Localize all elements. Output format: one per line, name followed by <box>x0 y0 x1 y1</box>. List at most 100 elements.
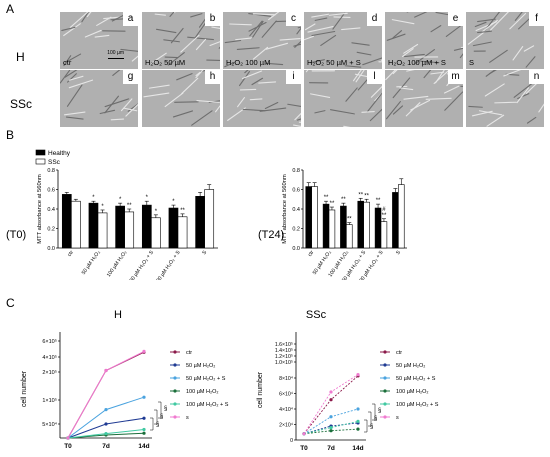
sig-annotation: § <box>378 408 381 414</box>
scale-bar-label: 100 µm <box>107 50 124 56</box>
micrograph-caption: S <box>469 58 475 67</box>
sig-annotation: § <box>156 422 159 428</box>
series-point <box>329 398 333 402</box>
sig-mark-ssc: * <box>155 209 158 215</box>
micrograph-label: b <box>205 12 220 26</box>
series-point <box>142 416 146 420</box>
bar-ssc <box>124 211 135 249</box>
y-tick-label: 0.2 <box>292 227 300 233</box>
series-point <box>104 408 108 412</box>
y-tick-label: 4×10⁴ <box>279 407 293 413</box>
micrograph-label: l <box>367 70 382 84</box>
bar-ssc <box>380 221 388 249</box>
series-point <box>104 368 108 373</box>
sig-mark-healthy: ** <box>341 197 346 203</box>
micrograph-l: l <box>304 70 382 127</box>
legend-label: 100 µM H₂O₂ <box>396 389 429 395</box>
legend-swatch-healthy <box>35 149 46 156</box>
bar-chart-t0: 0.0 0.2 0.4 0.6 0.8 MTT absorbance at 560nm (T… <box>6 168 218 280</box>
micrograph-caption: H₂O₂ 50 µM <box>145 58 186 67</box>
legend-marker <box>173 363 177 367</box>
micrograph-d: d H₂O₂ 50 µM + S <box>304 12 382 69</box>
category-label: ctr <box>67 249 75 257</box>
bar-healthy <box>88 202 99 249</box>
micrograph-caption: H₂O₂ 50 µM + S <box>307 58 361 67</box>
bar-ssc <box>346 224 353 249</box>
bar-ssc <box>363 201 370 249</box>
y-tick-label: 4×10⁵ <box>42 354 57 361</box>
row-label-healthy: H <box>16 50 25 64</box>
y-tick-label: 1×10⁵ <box>42 397 57 404</box>
y-tick-label: 1.2×10⁵ <box>275 354 293 360</box>
series-point <box>356 407 360 411</box>
sig-bracket <box>368 411 372 427</box>
micrograph-label: m <box>448 70 463 84</box>
y-tick-label: 0.4 <box>47 207 55 213</box>
y-tick-label: 0.4 <box>292 207 300 213</box>
series-point <box>356 427 360 431</box>
y-tick-label: 6×10⁵ <box>42 338 57 345</box>
legend-label: 50 µM H₂O₂ + S <box>186 376 226 382</box>
sig-mark-ssc: ** <box>330 201 335 207</box>
sig-mark-ssc: # <box>382 207 386 213</box>
y-tick-label: 1.0×10⁵ <box>275 360 293 366</box>
micrograph-label: f <box>529 12 544 26</box>
sig-annotation: § <box>374 416 377 422</box>
category-label: 50 µM H₂O₂ <box>81 250 102 276</box>
micrograph-c: c H₂O₂ 100 µM <box>223 12 301 69</box>
series-point <box>329 415 333 419</box>
bar-ssc <box>177 216 188 249</box>
y-tick-label: 5×10⁴ <box>42 421 57 428</box>
sig-bracket <box>372 403 376 421</box>
chart-title: H <box>114 309 122 321</box>
bar-healthy <box>357 200 364 249</box>
x-tick-label: 7d <box>327 445 335 452</box>
bar-ssc <box>328 209 336 249</box>
sig-annotation: § <box>164 406 167 412</box>
legend-label: ctr <box>186 350 192 356</box>
sig-bracket <box>364 419 368 433</box>
y-tick-label: 8×10⁴ <box>279 376 293 382</box>
series-point <box>142 427 146 432</box>
bar-ssc <box>151 217 161 249</box>
micrograph-label: a <box>123 12 138 26</box>
sig-mark-ssc: ** <box>382 213 387 219</box>
mtt-bar-charts: Healthy SSc 0.0 0.2 0.4 0.6 0.8 MTT absorbance … <box>6 149 407 280</box>
micrograph-a: a ctr 100 µm <box>60 12 138 69</box>
sig-mark-ssc: ** <box>364 193 369 199</box>
y-axis-label: cell number <box>257 371 264 408</box>
bar-ssc <box>311 186 318 249</box>
micrograph-e: e H₂O₂ 100 µM + S <box>385 12 463 69</box>
x-tick-label: T0 <box>64 443 72 450</box>
legend-label: 50 µM H₂O₂ <box>396 363 425 369</box>
sig-mark-healthy: ** <box>376 198 381 204</box>
legend-marker <box>173 415 177 419</box>
y-tick-label: 0.6 <box>292 188 300 194</box>
sig-bracket <box>158 401 162 419</box>
legend-label-ssc: SSc <box>48 159 61 166</box>
legend-marker <box>173 389 177 393</box>
y-tick-label: 0.2 <box>47 227 55 233</box>
series-point <box>104 431 108 436</box>
bar-healthy <box>115 205 125 249</box>
bar-healthy <box>322 203 330 249</box>
legend-label: s <box>396 415 399 421</box>
micrograph-label: c <box>286 12 301 26</box>
y-tick-label: 1.6×10⁵ <box>275 342 293 348</box>
bar-healthy <box>61 194 72 249</box>
category-label: S <box>201 249 208 256</box>
legend-swatch-ssc <box>35 158 46 165</box>
series-point <box>329 429 333 433</box>
sig-mark-healthy: ** <box>324 195 329 201</box>
series-point <box>329 390 333 394</box>
bar-healthy <box>195 196 205 249</box>
micrograph-label: i <box>286 70 301 84</box>
legend-marker <box>383 415 387 419</box>
bar-ssc <box>71 200 81 249</box>
y-axis-label: cell number <box>21 370 28 407</box>
bar-ssc <box>204 189 215 249</box>
sig-bracket <box>150 417 154 431</box>
chart-tag: (T24) <box>258 229 284 241</box>
bar-healthy <box>305 186 312 249</box>
